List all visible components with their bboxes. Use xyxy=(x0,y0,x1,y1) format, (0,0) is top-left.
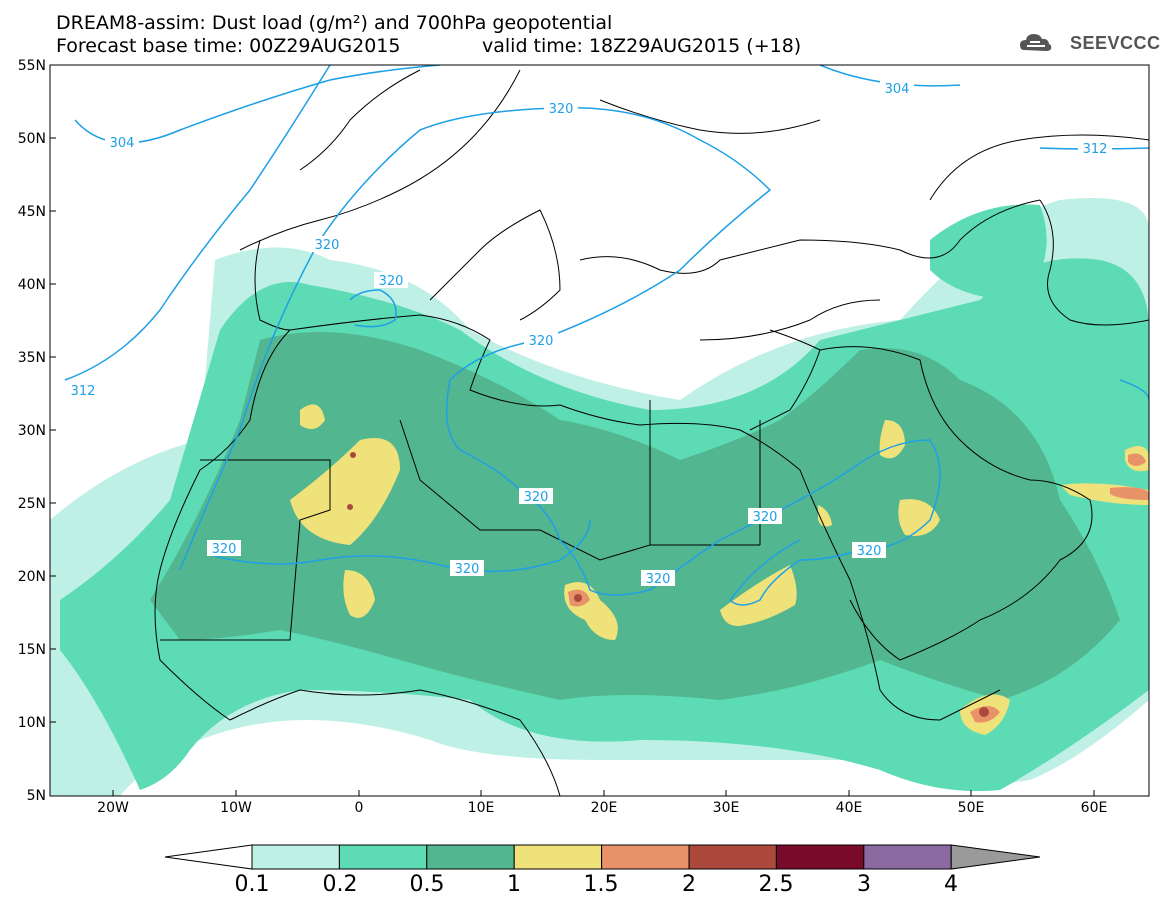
lon-label: 10W xyxy=(220,800,252,816)
colorbar-swatch xyxy=(513,844,603,870)
contour-label: 320 xyxy=(852,542,886,559)
svg-text:320: 320 xyxy=(315,238,340,253)
colorbar-tick: 1 xyxy=(507,872,521,897)
svg-text:320: 320 xyxy=(529,334,554,349)
contour-label: 320 xyxy=(641,570,675,587)
svg-text:304: 304 xyxy=(885,82,910,97)
colorbar-swatch xyxy=(251,844,340,870)
contour-label: 320 xyxy=(519,488,553,505)
lat-label: 40N xyxy=(18,277,46,293)
contour-label: 312 xyxy=(1078,140,1112,157)
contour-label: 320 xyxy=(207,540,241,557)
colorbar-tick: 4 xyxy=(944,872,958,897)
svg-text:312: 312 xyxy=(1083,142,1108,157)
contour-label: 312 xyxy=(66,382,100,399)
svg-text:320: 320 xyxy=(379,274,404,289)
colorbar xyxy=(164,844,1041,870)
valid-time: valid time: 18Z29AUG2015 (+18) xyxy=(482,35,802,57)
colorbar-swatch xyxy=(426,844,515,870)
contour-labels: 304 304 320 312 320 320 312 320 320 320 … xyxy=(66,80,1112,587)
dust-level-2 xyxy=(347,452,989,717)
colorbar-tick: 2 xyxy=(682,872,696,897)
lon-label: 60E xyxy=(1081,800,1108,816)
contour-label: 304 xyxy=(105,134,139,151)
contour-label: 320 xyxy=(544,100,578,117)
svg-text:312: 312 xyxy=(71,384,96,399)
svg-text:320: 320 xyxy=(212,542,237,557)
lon-label: 50E xyxy=(958,800,985,816)
colorbar-tick: 0.2 xyxy=(322,872,358,897)
svg-text:304: 304 xyxy=(110,136,135,151)
svg-text:320: 320 xyxy=(455,562,480,577)
colorbar-tick: 0.5 xyxy=(409,872,445,897)
lat-axis: 55N 50N 45N 40N 35N 30N 25N 20N 15N 10N … xyxy=(18,58,46,804)
lat-label: 20N xyxy=(18,569,46,585)
lon-axis: 20W 10W 0 10E 20E 30E 40E 50E 60E xyxy=(97,800,1107,816)
lat-label: 55N xyxy=(18,58,46,74)
lat-label: 30N xyxy=(18,423,46,439)
colorbar-swatch xyxy=(775,844,865,870)
colorbar-swatch xyxy=(863,844,952,870)
svg-text:320: 320 xyxy=(524,490,549,505)
svg-text:320: 320 xyxy=(646,572,671,587)
contour-label: 320 xyxy=(374,272,408,289)
dust-level-1 xyxy=(290,404,1149,735)
contour-label: 304 xyxy=(880,80,914,97)
dust-level-0.5 xyxy=(150,332,1120,700)
map-title: DREAM8-assim: Dust load (g/m²) and 700hP… xyxy=(56,12,613,34)
colorbar-swatch xyxy=(601,844,690,870)
contour-label: 320 xyxy=(524,332,558,349)
logo-text: SEEVCCC xyxy=(1070,33,1161,53)
colorbar-swatch xyxy=(338,844,428,870)
lat-label: 45N xyxy=(18,204,46,220)
lat-label: 25N xyxy=(18,496,46,512)
lat-label: 10N xyxy=(18,715,46,731)
cloud-icon xyxy=(1020,34,1052,51)
lat-label: 35N xyxy=(18,350,46,366)
colorbar-tick: 2.5 xyxy=(758,872,794,897)
svg-text:320: 320 xyxy=(549,102,574,117)
lon-label: 0 xyxy=(355,800,364,816)
lon-label: 10E xyxy=(468,800,495,816)
svg-text:320: 320 xyxy=(753,510,778,525)
coastlines xyxy=(154,69,1149,796)
colorbar-tick: 1.5 xyxy=(583,872,619,897)
lat-label: 50N xyxy=(18,131,46,147)
lon-label: 20W xyxy=(97,800,129,816)
lat-label: 5N xyxy=(27,788,46,804)
colorbar-under-arrow xyxy=(164,844,253,870)
colorbar-swatch xyxy=(688,844,777,870)
contour-label: 320 xyxy=(748,508,782,525)
svg-text:320: 320 xyxy=(857,544,882,559)
colorbar-over-arrow xyxy=(950,844,1041,870)
lon-label: 40E xyxy=(836,800,863,816)
colorbar-tick: 3 xyxy=(857,872,871,897)
lon-label: 30E xyxy=(713,800,740,816)
colorbar-tick: 0.1 xyxy=(234,872,270,897)
lat-label: 15N xyxy=(18,642,46,658)
contour-label: 320 xyxy=(450,560,484,577)
forecast-base-time: Forecast base time: 00Z29AUG2015 xyxy=(56,35,401,57)
contour-label: 320 xyxy=(310,236,344,253)
lon-label: 20E xyxy=(591,800,618,816)
